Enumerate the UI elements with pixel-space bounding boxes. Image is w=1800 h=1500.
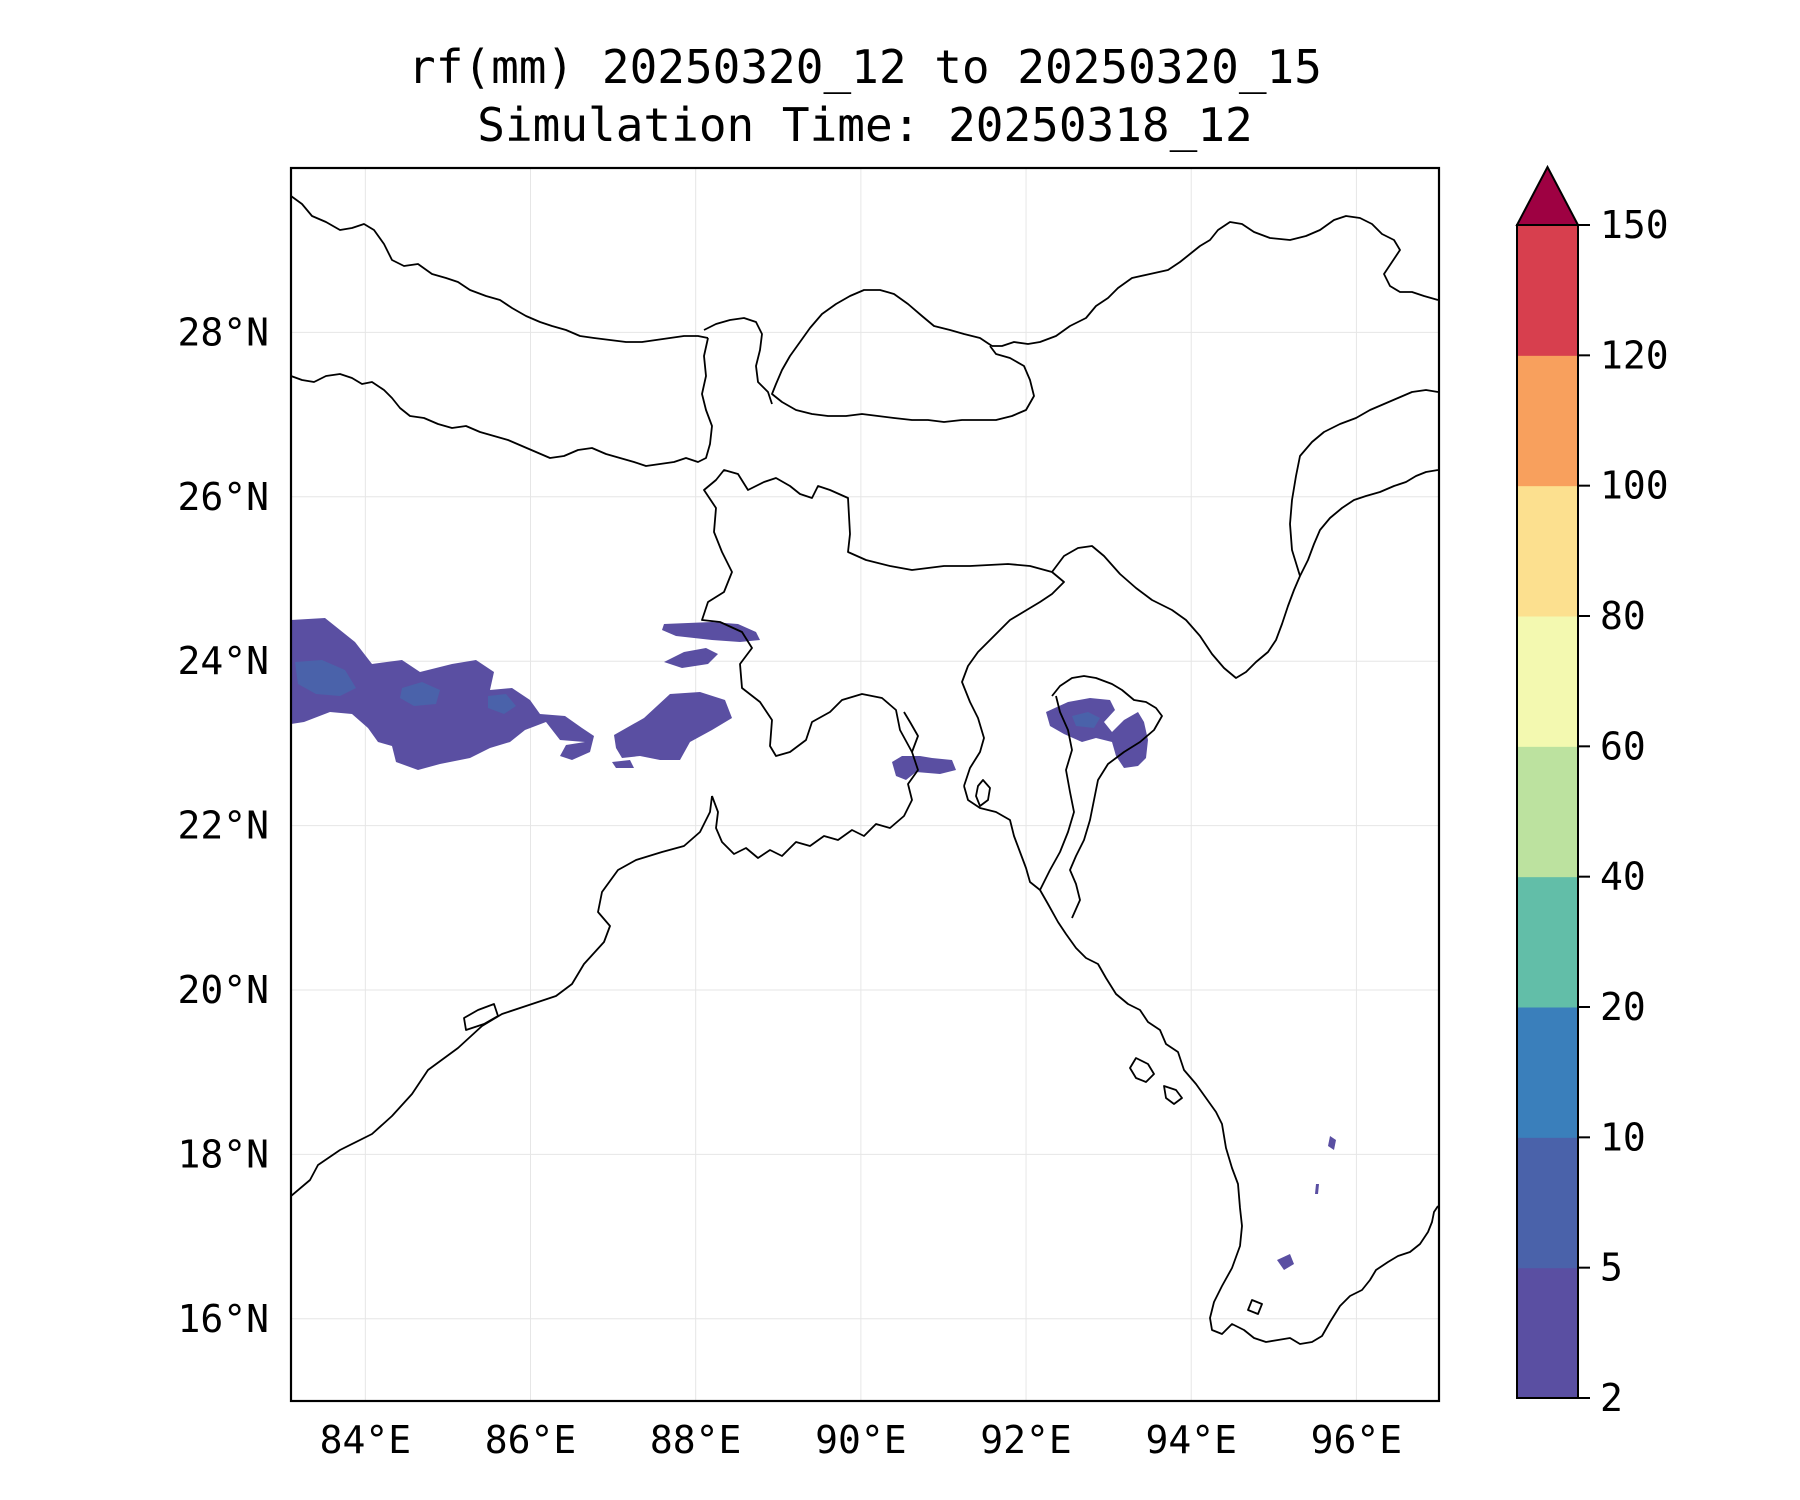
lat-tick-label: 18°N [177, 1132, 269, 1176]
bangladesh-east-coast [963, 785, 1439, 1345]
rain-area-west-bengal-b [664, 648, 718, 668]
colorbar-segment [1517, 1137, 1578, 1269]
myanmar-north-border [1289, 389, 1439, 577]
northeast-india-border [1051, 469, 1439, 679]
bhutan-border [771, 289, 1035, 423]
west-bengal-bangladesh-border [701, 469, 1065, 787]
lat-tick-label: 20°N [177, 968, 269, 1012]
rain-area-west-bengal-a [662, 622, 760, 642]
lat-tick-label: 22°N [177, 804, 269, 848]
colorbar-tick-label: 120 [1600, 333, 1669, 377]
colorbar-tick-label: 60 [1600, 724, 1646, 768]
lon-tick-label: 88°E [650, 1418, 742, 1462]
lat-tick-label: 28°N [177, 310, 269, 354]
longitude-ticks: 84°E 86°E 88°E 90°E 92°E 94°E 96°E [320, 1418, 1403, 1462]
rain-area-west-india-core [295, 660, 516, 714]
colorbar-segment [1517, 876, 1578, 1008]
sundarbans-coast-line [711, 711, 919, 859]
colorbar-segment [1517, 225, 1578, 356]
colorbar-tick-label: 10 [1600, 1115, 1646, 1159]
lon-tick-label: 94°E [1145, 1418, 1237, 1462]
colorbar-outline [1516, 224, 1579, 1399]
rain-area-west-india [291, 618, 594, 770]
colorbar-segment [1517, 746, 1578, 878]
tripura-border [1051, 675, 1163, 919]
lat-tick-label: 26°N [177, 475, 269, 519]
colorbar-tick-label: 20 [1600, 985, 1646, 1029]
map-title: rf(mm) 20250320_12 to 20250320_15 Simula… [290, 38, 1440, 154]
latitude-ticks: 16°N 18°N 20°N 22°N 24°N 26°N 28°N [177, 310, 269, 1340]
rain-area-mizoram [1046, 698, 1148, 768]
bangladesh-myanmar-border [1039, 695, 1075, 891]
rain-area-myanmar-small-c [1315, 1184, 1319, 1194]
colorbar-tick-label: 5 [1600, 1246, 1623, 1290]
rainfall-shading [291, 618, 1336, 1270]
lon-tick-label: 90°E [815, 1418, 907, 1462]
myanmar-coast-islands [463, 1003, 1263, 1315]
nepal-india-border [291, 337, 713, 467]
colorbar-extend-arrow [1515, 164, 1580, 226]
rain-area-mizoram-core [1072, 712, 1100, 728]
colorbar-segment [1517, 1007, 1578, 1138]
lon-tick-label: 96°E [1311, 1418, 1403, 1462]
gridlines [291, 168, 1439, 1401]
china-india-border [992, 215, 1439, 347]
chittagong-islands [975, 779, 1155, 1083]
rain-area-west-bengal-c [612, 760, 634, 768]
rain-area-myanmar-small-a [1328, 1136, 1336, 1150]
coastlines-and-borders [291, 195, 1439, 1345]
colorbar-segment [1517, 616, 1578, 747]
west-coast-line [291, 795, 713, 1197]
lon-tick-label: 84°E [320, 1418, 412, 1462]
colorbar: 2 5 10 20 40 60 80 100 120 150 [1515, 164, 1669, 1420]
title-simulation-time: Simulation Time: 20250318_12 [477, 98, 1253, 152]
colorbar-tick-label: 150 [1600, 203, 1669, 247]
rain-area-bangladesh-south [892, 756, 956, 780]
sikkim-border [703, 317, 773, 405]
colorbar-tick-label: 100 [1600, 464, 1669, 508]
lon-tick-label: 92°E [980, 1418, 1072, 1462]
colorbar-tick-label: 2 [1600, 1376, 1623, 1420]
colorbar-segment [1517, 355, 1578, 487]
title-period: rf(mm) 20250320_12 to 20250320_15 [408, 40, 1322, 94]
colorbar-tick-label: 40 [1600, 855, 1646, 899]
lat-tick-label: 24°N [177, 639, 269, 683]
lon-tick-label: 86°E [485, 1418, 577, 1462]
nepal-china-border [291, 195, 709, 343]
colorbar-segment [1517, 1267, 1578, 1399]
map-axes-frame [289, 166, 1441, 1403]
rain-area-west-india-east [614, 692, 732, 760]
lat-tick-label: 16°N [177, 1297, 269, 1341]
colorbar-segment [1517, 485, 1578, 617]
colorbar-tick-label: 80 [1600, 594, 1646, 638]
rain-area-myanmar-small-b [1277, 1254, 1294, 1270]
